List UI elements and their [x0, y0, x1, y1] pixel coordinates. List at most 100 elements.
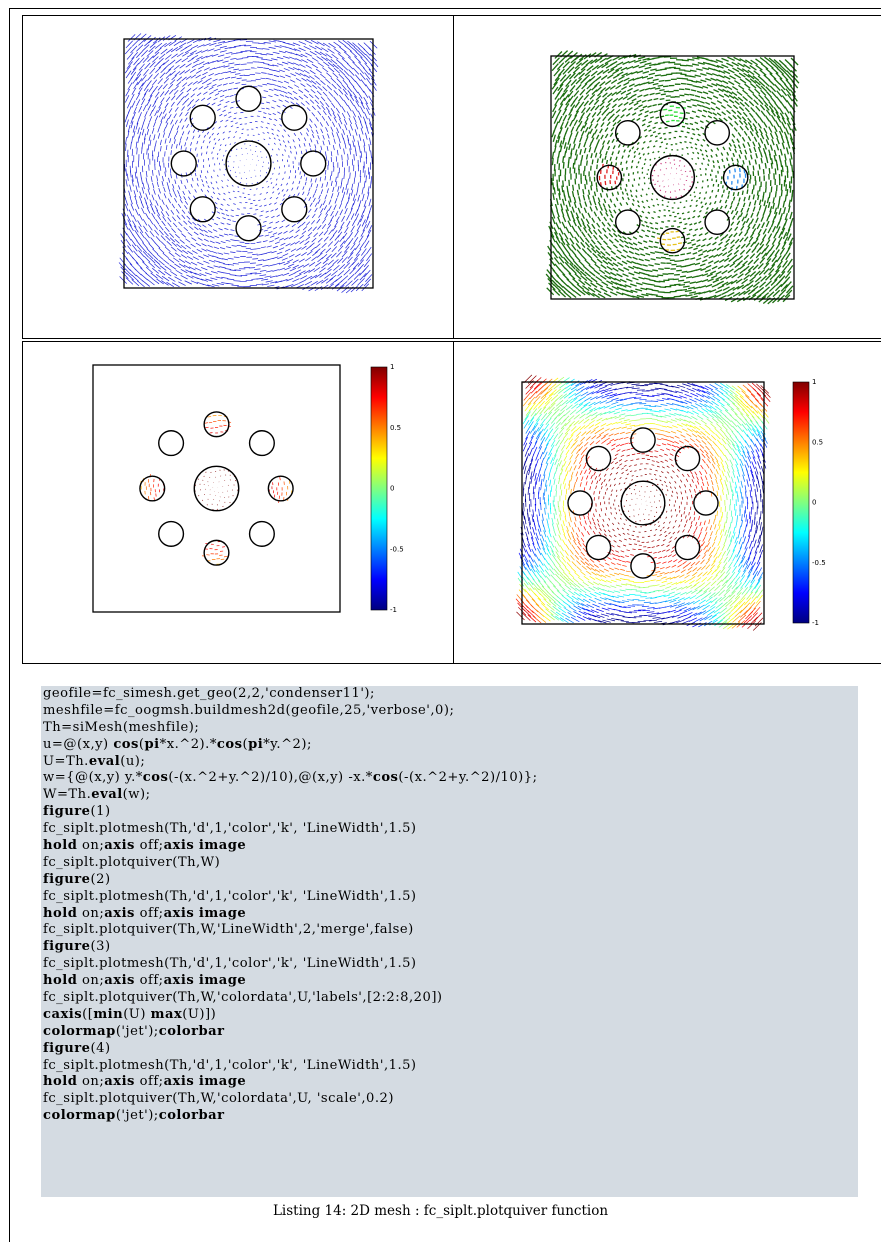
- quiver-arrow: [756, 253, 760, 258]
- quiver-arrow: [787, 189, 788, 196]
- quiver-arrow: [559, 535, 562, 541]
- quiver-arrow: [679, 260, 684, 261]
- quiver-arrow: [579, 464, 581, 469]
- quiver-arrow: [769, 127, 772, 133]
- quiver-arrow: [724, 118, 728, 121]
- quiver-arrow: [330, 176, 331, 181]
- quiver-arrow: [289, 176, 290, 178]
- quiver-arrow: [536, 459, 539, 466]
- quiver-arrow: [755, 243, 759, 248]
- quiver-arrow: [178, 228, 182, 232]
- quiver-arrow: [605, 438, 609, 441]
- quiver-arrow: [344, 269, 350, 275]
- quiver-arrow: [575, 445, 579, 450]
- quiver-arrow: [586, 89, 591, 94]
- quiver-arrow: [255, 273, 262, 274]
- quiver-arrow: [628, 197, 629, 200]
- quiver-arrow: [285, 249, 290, 252]
- quiver-arrow: [180, 240, 185, 244]
- quiver-arrow: [585, 201, 587, 206]
- quiver-arrow: [651, 259, 656, 260]
- quiver-arrow: [699, 197, 700, 199]
- quiver-arrow: [135, 209, 138, 216]
- quiver-arrow: [263, 117, 266, 118]
- colorbar-tick-label: 0.5: [390, 424, 401, 432]
- quiver-arrow: [143, 183, 145, 189]
- quiver-arrow: [272, 84, 277, 85]
- quiver-arrow: [723, 99, 728, 102]
- quiver-arrow: [212, 128, 214, 130]
- quiver-arrow: [620, 239, 624, 242]
- quiver-arrow: [577, 250, 582, 255]
- quiver-arrow: [735, 169, 736, 173]
- quiver-arrow: [610, 133, 612, 137]
- quiver-arrow: [576, 561, 580, 565]
- quiver-arrow: [214, 138, 215, 140]
- quiver-arrow: [634, 90, 639, 92]
- quiver-arrow: [276, 221, 279, 223]
- mesh-hole: [282, 105, 307, 130]
- quiver-arrow: [597, 70, 603, 74]
- quiver-arrow: [291, 151, 292, 154]
- quiver-arrow: [592, 604, 599, 607]
- quiver-arrow: [567, 562, 571, 567]
- quiver-arrow: [602, 159, 603, 163]
- quiver-arrow: [566, 127, 569, 133]
- quiver-arrow: [306, 222, 309, 226]
- quiver-arrow: [180, 71, 185, 75]
- quiver-arrow: [766, 87, 771, 93]
- quiver-arrow: [369, 69, 375, 76]
- quiver-arrow: [164, 65, 170, 70]
- quiver-arrow: [270, 236, 274, 238]
- quiver-arrow: [318, 63, 324, 67]
- quiver-arrow: [321, 97, 325, 101]
- quiver-arrow: [277, 86, 282, 88]
- quiver-arrow: [197, 224, 201, 227]
- quiver-arrow: [287, 259, 293, 262]
- quiver-arrow: [698, 157, 699, 159]
- quiver-arrow: [170, 265, 176, 269]
- quiver-arrow: [592, 615, 600, 618]
- quiver-arrow: [127, 174, 128, 181]
- quiver-arrow: [687, 128, 690, 129]
- quiver-arrow: [705, 150, 707, 152]
- quiver-arrow: [722, 253, 726, 256]
- mesh-hole: [159, 522, 184, 547]
- quiver-arrow: [601, 88, 606, 92]
- quiver-arrow: [310, 70, 316, 74]
- quiver-arrow: [657, 204, 659, 205]
- quiver-arrow: [331, 108, 334, 113]
- quiver-arrow: [223, 132, 225, 134]
- quiver-arrow: [234, 46, 241, 47]
- quiver-arrow: [161, 98, 165, 103]
- quiver-arrow: [232, 221, 235, 222]
- quiver-arrow: [613, 98, 618, 102]
- quiver-arrow: [560, 511, 561, 517]
- quiver-arrow: [349, 268, 355, 274]
- quiver-arrow: [236, 149, 237, 150]
- quiver-arrow: [217, 258, 223, 260]
- quiver-arrow: [257, 67, 263, 68]
- quiver-arrow: [654, 247, 658, 248]
- quiver-arrow: [155, 97, 159, 103]
- quiver-arrow: [739, 120, 742, 124]
- quiver-arrow: [523, 398, 530, 406]
- quiver-arrow: [717, 113, 721, 116]
- quiver-arrow: [192, 238, 197, 241]
- quiver-arrow: [139, 83, 143, 90]
- quiver-arrow: [781, 161, 782, 167]
- quiver-arrow: [312, 85, 317, 89]
- quiver-arrow: [610, 86, 615, 90]
- quiver-arrow: [353, 68, 359, 74]
- quiver-arrow: [742, 137, 744, 141]
- quiver-arrow: [584, 487, 585, 491]
- quiver-arrow: [734, 144, 736, 148]
- quiver-arrow: [299, 90, 303, 93]
- quiver-arrow: [690, 76, 696, 77]
- quiver-arrow: [176, 144, 177, 148]
- quiver-arrow: [744, 237, 748, 242]
- quiver-arrow: [601, 423, 606, 426]
- quiver-arrow: [214, 266, 220, 268]
- quiver-arrow: [551, 440, 555, 446]
